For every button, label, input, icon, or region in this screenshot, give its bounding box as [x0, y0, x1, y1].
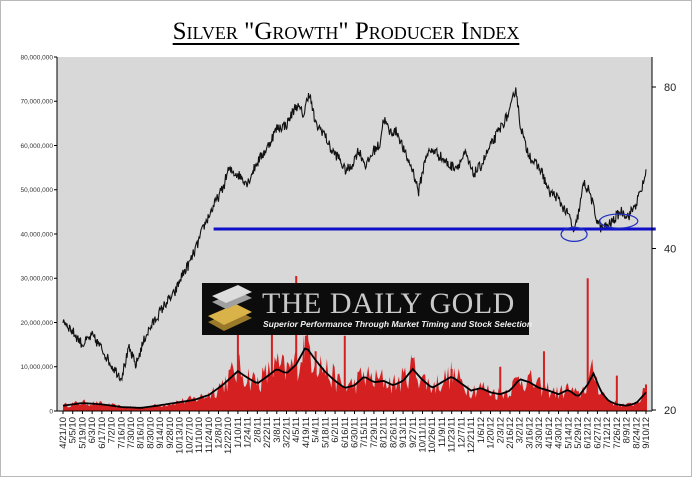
x-tick-label: 2/8/11	[252, 417, 263, 443]
volume-spike-2	[295, 276, 298, 411]
left-tick-label: 80,000,000	[20, 54, 53, 61]
x-tick-label: 11/9/11	[437, 417, 448, 447]
x-tick-label: 8/16/10	[136, 417, 147, 449]
logo-sub-text: Superior Performance Through Market Timi…	[263, 319, 532, 329]
x-tick-label: 8/30/10	[145, 417, 156, 449]
x-tick-label: 3/2/12	[515, 417, 526, 443]
x-tick-label: 5/18/11	[320, 417, 331, 448]
x-tick-label: 4/5/11	[291, 417, 302, 443]
volume-spike-1	[270, 320, 273, 411]
x-tick-label: 12/21/11	[466, 417, 477, 453]
x-tick-label: 2/16/12	[505, 417, 516, 449]
x-tick-label: 6/3/10	[87, 417, 98, 443]
logo: THE DAILY GOLD Superior Performance Thro…	[202, 283, 532, 335]
x-tick-label: 5/5/10	[68, 417, 79, 443]
right-tick-label: 80	[664, 82, 676, 94]
volume-spike-9	[542, 351, 545, 411]
x-tick-label: 5/4/11	[311, 417, 322, 443]
volume-spike-8	[499, 366, 502, 411]
left-tick-label: 60,000,000	[20, 143, 53, 150]
x-tick-label: 3/8/11	[272, 417, 283, 443]
volume-moving-average	[62, 347, 647, 409]
x-tick-label: 5/19/10	[77, 417, 88, 449]
x-tick-label: 4/21/10	[58, 417, 69, 449]
x-tick-label: 6/2/11	[330, 417, 341, 443]
ellipse-marker-1	[599, 213, 639, 229]
volume-spike-11	[615, 375, 618, 411]
volume-spike-10	[586, 278, 589, 411]
x-tick-label: 2/22/11	[262, 417, 273, 448]
volume-spike-6	[411, 357, 414, 411]
plot-area	[57, 57, 652, 411]
left-tick-label: 10,000,000	[20, 364, 53, 371]
x-tick-label: 2/3/12	[495, 417, 506, 443]
logo-main-text: THE DAILY GOLD	[262, 287, 515, 320]
volume-spike-7	[450, 368, 453, 411]
x-tick-label: 7/12/12	[602, 417, 613, 449]
right-tick-label: 20	[664, 405, 676, 417]
x-tick-label: 9/28/10	[165, 417, 176, 449]
x-tick-label: 6/16/11	[340, 417, 351, 448]
x-tick-label: 9/10/12	[641, 417, 652, 449]
x-tick-label: 9/27/11	[408, 417, 419, 448]
x-tick-label: 3/30/12	[534, 417, 545, 449]
chart-title: Silver "Growth" Producer Index	[172, 18, 520, 45]
x-tick-label: 1/10/11	[233, 417, 244, 448]
x-tick-label: 10/11/11	[418, 417, 429, 453]
x-tick-label: 1/24/11	[243, 417, 254, 448]
x-tick-label: 5/14/12	[563, 417, 574, 449]
x-tick-label: 7/15/11	[359, 417, 370, 448]
x-tick-label: 7/16/10	[116, 417, 127, 449]
left-tick-label: 0	[49, 408, 53, 415]
x-tick-label: 7/30/10	[126, 417, 137, 449]
x-tick-label: 6/12/12	[583, 417, 594, 449]
x-tick-label: 9/13/11	[398, 417, 409, 448]
x-tick-label: 12/7/11	[456, 417, 467, 448]
ellipse-marker-0	[560, 226, 588, 242]
x-tick-label: 6/17/10	[97, 417, 108, 449]
left-tick-label: 50,000,000	[20, 187, 53, 194]
gold-bars-icon	[208, 285, 252, 331]
x-tick-label: 8/12/11	[379, 417, 390, 448]
x-tick-label: 10/26/11	[427, 417, 438, 453]
left-tick-label: 70,000,000	[20, 99, 53, 106]
x-tick-label: 6/30/11	[350, 417, 361, 448]
volume-spike-3	[304, 335, 307, 411]
volume-spike-4	[314, 351, 317, 411]
x-tick-label: 3/16/12	[524, 417, 535, 449]
price-line	[62, 87, 647, 382]
x-tick-label: 7/26/12	[612, 417, 623, 449]
x-tick-label: 7/29/11	[369, 417, 380, 448]
x-tick-label: 3/22/11	[281, 417, 292, 448]
left-tick-label: 40,000,000	[20, 231, 53, 238]
x-tick-label: 9/14/10	[155, 417, 166, 449]
x-tick-label: 1/6/12	[476, 417, 487, 443]
x-tick-label: 8/9/12	[622, 417, 633, 443]
x-tick-label: 11/23/11	[447, 417, 458, 453]
x-tick-label: 11/24/10	[204, 417, 215, 453]
left-tick-label: 20,000,000	[20, 320, 53, 327]
x-tick-label: 12/8/10	[213, 417, 224, 449]
x-tick-label: 4/19/11	[301, 417, 312, 448]
right-tick-label: 40	[664, 244, 676, 256]
x-tick-label: 10/27/10	[184, 417, 195, 454]
x-tick-label: 4/16/12	[544, 417, 555, 449]
x-tick-label: 10/13/10	[175, 417, 186, 454]
x-tick-label: 12/22/10	[223, 417, 234, 454]
volume-spike-12	[645, 384, 647, 411]
logo-background	[202, 283, 529, 335]
x-tick-label: 8/24/12	[631, 417, 642, 449]
x-tick-label: 4/30/12	[554, 417, 565, 449]
volume-spike-0	[236, 326, 239, 411]
volume-spike-5	[343, 335, 346, 411]
x-tick-label: 6/27/12	[592, 417, 603, 449]
x-tick-label: 1/20/12	[486, 417, 497, 449]
x-tick-label: 7/2/10	[107, 417, 118, 443]
x-tick-label: 5/29/12	[573, 417, 584, 449]
x-tick-label: 11/10/10	[194, 417, 205, 453]
x-tick-label: 8/26/11	[388, 417, 399, 448]
left-tick-label: 30,000,000	[20, 276, 53, 283]
